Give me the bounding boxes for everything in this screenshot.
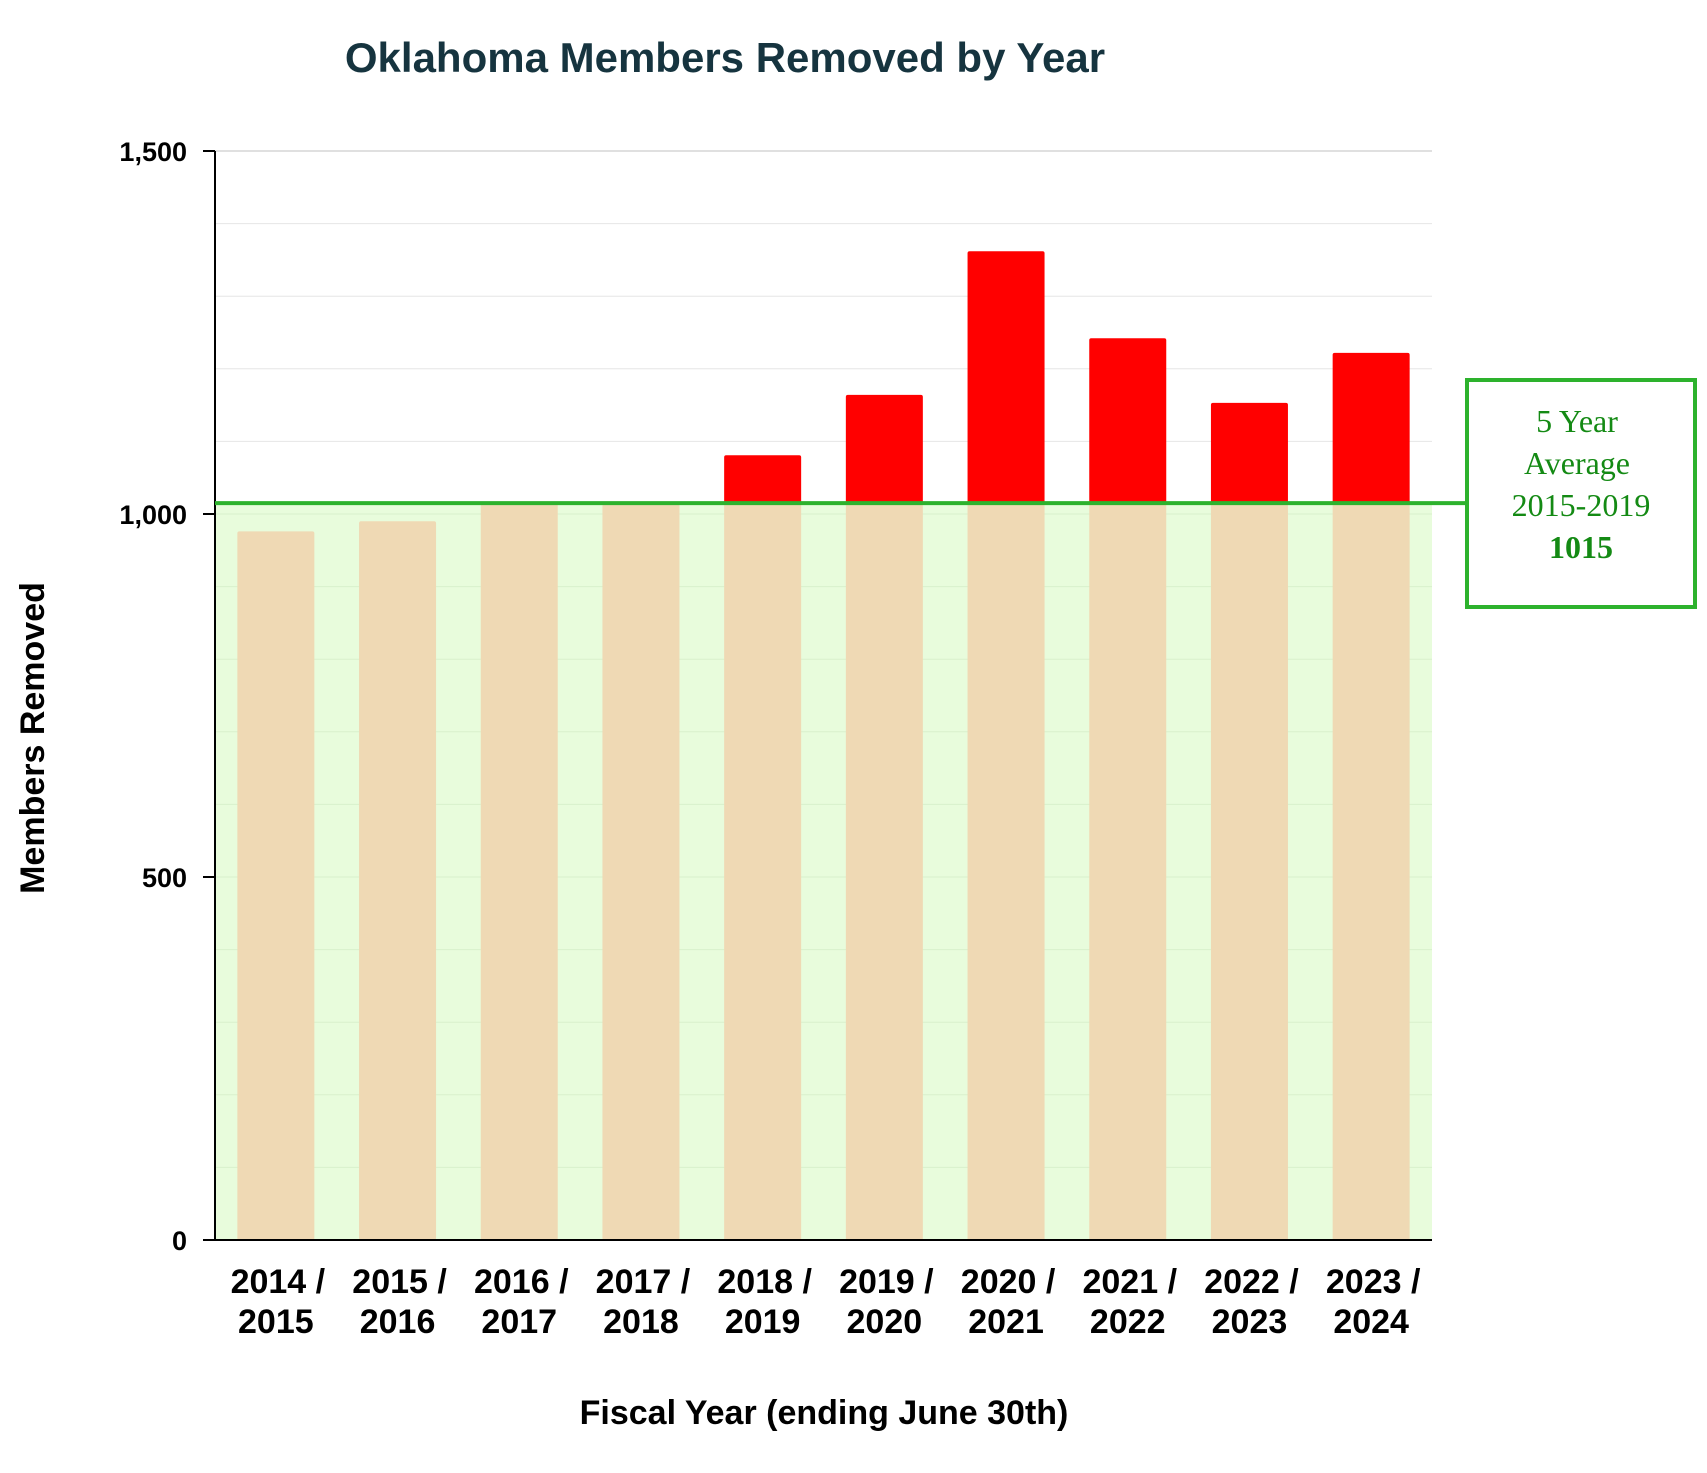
bar-below-average [845,503,923,1240]
bar-below-average [602,503,680,1240]
x-tick-label: 2020 [847,1303,923,1341]
bar-below-average [1332,503,1410,1240]
bar [359,521,437,1240]
x-tick-label: 2023 [1212,1303,1288,1341]
y-tick-label: 1,000 [119,500,187,530]
x-axis-title: Fiscal Year (ending June 30th) [580,1394,1069,1432]
x-tick-label: 2024 [1333,1303,1409,1341]
average-callout-line-3: 2015-2019 [1512,487,1651,523]
bar-below-average [237,531,315,1240]
chart-title: Oklahoma Members Removed by Year [345,34,1105,81]
bar [1332,352,1410,1240]
average-callout-line-2: Average [1524,445,1630,481]
bar [967,251,1045,1240]
x-tick-label: 2019 [725,1303,801,1341]
average-callout-text: 5 Year Average 2015-2019 [1512,403,1651,523]
x-tick-label: 2017 / [596,1263,691,1301]
x-tick-label: 2022 / [1204,1263,1299,1301]
y-tick-label: 0 [172,1226,187,1256]
x-tick-label: 2019 / [839,1263,934,1301]
bar [1210,402,1288,1240]
average-callout-box [1465,378,1697,609]
average-callout: 5 Year Average 2015-2019 1015 [1465,378,1697,609]
bar-below-average [724,503,802,1240]
axes: 0 500 1,000 1,500 [119,137,1432,1256]
x-tick-label: 2021 / [1082,1263,1177,1301]
bar [237,531,315,1240]
bar-above-average [845,394,923,504]
bar [480,503,558,1240]
average-callout-value: 1015 [1549,529,1613,565]
bar-below-average [480,503,558,1240]
x-tick-label: 2015 / [352,1263,447,1301]
y-tick-label: 500 [142,863,187,893]
bar-above-average [1210,402,1288,504]
y-axis-title: Members Removed [14,582,52,894]
x-tick-label: 2016 [360,1303,436,1341]
average-callout-line-1: 5 Year [1536,403,1618,439]
bar-below-average [1089,503,1167,1240]
x-tick-label: 2018 / [717,1263,812,1301]
bar [845,394,923,1240]
x-tick-label: 2020 / [961,1263,1056,1301]
bar [602,503,680,1240]
bar-above-average [1332,352,1410,504]
y-tick-label: 1,500 [119,137,187,167]
x-tick-label: 2016 / [474,1263,569,1301]
bars [237,251,1410,1240]
bar-above-average [967,251,1045,504]
bar-below-average [967,503,1045,1240]
bar-below-average [1210,503,1288,1240]
x-tick-label: 2022 [1090,1303,1166,1341]
bar-above-average [724,455,802,504]
x-tick-label: 2018 [603,1303,679,1341]
x-tick-label: 2017 [481,1303,557,1341]
x-tick-label: 2014 / [231,1263,326,1301]
bar-above-average [1089,338,1167,504]
x-tick-label: 2015 [238,1303,314,1341]
bar [1089,338,1167,1240]
bar [724,455,802,1240]
x-tick-label: 2023 / [1326,1263,1421,1301]
bar-below-average [359,521,437,1240]
x-tick-label: 2021 [968,1303,1044,1341]
